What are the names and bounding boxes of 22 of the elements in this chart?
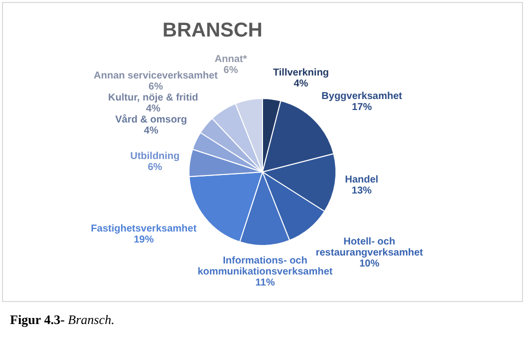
slice-label: Annan serviceverksamhet xyxy=(94,70,218,82)
data-label: 19% xyxy=(134,234,154,246)
data-label: 13% xyxy=(352,185,372,196)
slice-label: Byggverksamhet xyxy=(322,91,403,102)
data-label: 4% xyxy=(144,126,158,137)
data-label: 4% xyxy=(146,104,160,115)
slice-label: Annat* xyxy=(214,54,247,66)
data-label: 10% xyxy=(359,258,380,270)
data-label: 6% xyxy=(224,65,238,76)
data-label: 4% xyxy=(294,78,308,90)
text: Figur 4.3- Bransch. xyxy=(10,312,114,327)
slice-label: Handel xyxy=(344,174,379,186)
data-label: 17% xyxy=(352,102,372,114)
chart-title: BRANSCH xyxy=(162,20,262,42)
data-label: 6% xyxy=(148,82,164,93)
slice-label: Tillverkning xyxy=(272,67,329,78)
slice-label: Utbildning xyxy=(130,150,180,162)
data-label: 6% xyxy=(148,162,162,173)
data-label: 11% xyxy=(255,278,275,289)
slice-label: Kultur, nöje & fritid xyxy=(108,92,198,104)
slice-label: Fastighetsverksamhet xyxy=(90,223,198,234)
slice-label: Vård & omsorg xyxy=(115,114,187,126)
